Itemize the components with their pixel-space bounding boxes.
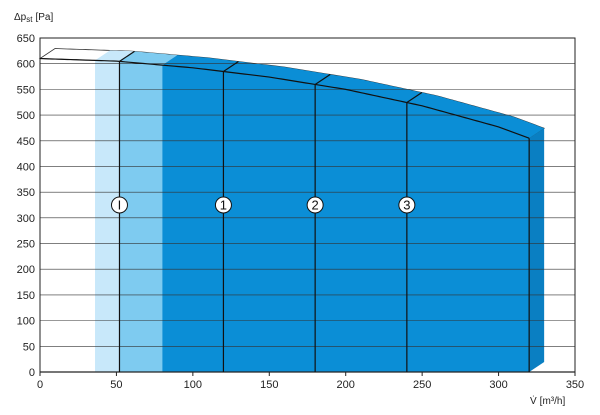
speed-marker-label-1: 1 [220, 198, 227, 213]
y-axis-title-sub: st [26, 15, 33, 24]
plot-frame [39, 37, 576, 373]
y-axis-title-unit: [Pa] [35, 12, 53, 23]
speed-marker-label-I: I [118, 198, 122, 213]
speed-line-top-3 [406, 92, 423, 104]
speed-lines [118, 50, 423, 372]
y-tick-label: 50 [23, 341, 35, 353]
y-tick-label: 100 [17, 316, 35, 328]
max-curve [39, 57, 530, 372]
y-tick-label: 500 [17, 110, 35, 122]
y-axis-title-main: Δp [14, 12, 27, 23]
fan-curve-regions [38, 48, 546, 373]
speed-marker-circle-1 [214, 196, 232, 214]
y-tick-label: 400 [17, 161, 35, 173]
x-tick-label: 300 [489, 379, 507, 391]
region-side-face [529, 128, 545, 372]
region-front-2 [162, 65, 530, 373]
speed-markers: I 1 2 3 [110, 196, 416, 214]
x-tick-label: 350 [566, 379, 584, 391]
y-tick-label: 0 [29, 367, 35, 379]
speed-line-top-I [119, 50, 135, 62]
grid [39, 37, 576, 376]
region-front-1 [119, 61, 163, 372]
x-axis-title-main: V̇ [530, 394, 537, 407]
x-tick-label: 200 [337, 379, 355, 391]
x-axis-title: V̇ [m³/h] [530, 394, 565, 407]
x-tick-label: 250 [413, 379, 431, 391]
speed-marker-label-3: 3 [403, 198, 410, 213]
speed-marker-circle-3 [398, 196, 416, 214]
y-tick-label: 150 [17, 290, 35, 302]
region-front-0 [95, 60, 120, 373]
x-axis-title-unit: [m³/h] [540, 396, 566, 407]
y-tick-label: 250 [17, 239, 35, 251]
y-axis-title: Δpst [Pa] [14, 12, 53, 24]
y-tick-label: 450 [17, 136, 35, 148]
y-tick-label: 200 [17, 264, 35, 276]
y-tick-label: 550 [17, 84, 35, 96]
y-tick-label: 600 [17, 59, 35, 71]
speed-marker-circle-2 [306, 196, 324, 214]
y-tick-label: 350 [17, 187, 35, 199]
x-tick-label: 50 [110, 379, 122, 391]
max-curve-line [39, 57, 530, 139]
y-tick-label: 300 [17, 213, 35, 225]
speed-marker-label-2: 2 [312, 198, 319, 213]
region-top-1 [119, 51, 178, 66]
speed-line-top-2 [314, 73, 331, 85]
x-tick-label: 100 [184, 379, 202, 391]
region-top-0 [95, 50, 135, 62]
tick-labels: 0501001502002503003504004505005506006500… [17, 33, 585, 391]
x-tick-label: 0 [37, 379, 43, 391]
speed-marker-circle-I [110, 196, 128, 214]
x-tick-label: 150 [260, 379, 278, 391]
speed-line-top-1 [223, 61, 239, 73]
y-tick-label: 650 [17, 33, 35, 45]
